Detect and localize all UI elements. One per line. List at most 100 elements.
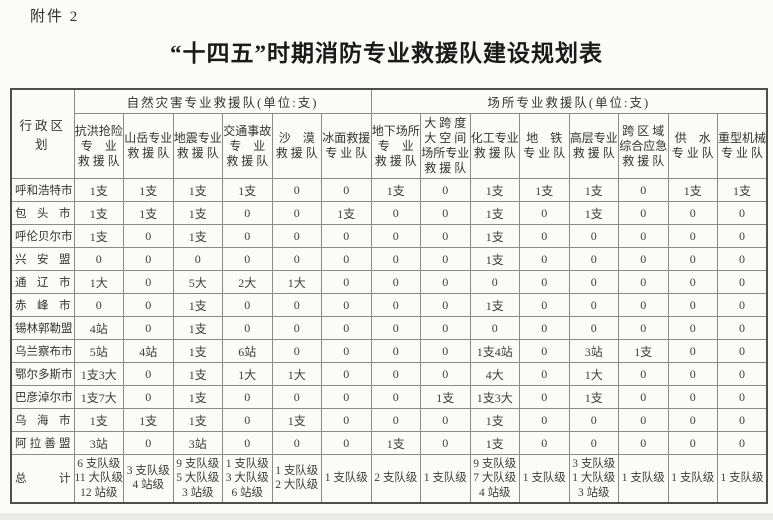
table-cell: 1支 (271, 408, 322, 432)
table-cell: 1支 (123, 408, 174, 432)
table-cell: 0 (420, 201, 471, 225)
table-cell: 4站 (73, 316, 124, 340)
table-cell: 0 (321, 247, 372, 271)
table-cell: 0 (123, 385, 174, 409)
region-label: 巴彦淖尔市 (10, 385, 75, 409)
table-cell: 1支 (667, 178, 718, 202)
table-cell: 1支 (568, 385, 619, 409)
table-cell: 0 (519, 431, 570, 455)
table-cell: 1支3大 (469, 385, 520, 409)
column-header: 跨 区 域 综合应急 救 援 队 (618, 113, 669, 179)
table-cell: 0 (618, 431, 669, 455)
page-edge-shadow (0, 513, 773, 520)
column-header: 大 跨 度 大 空 间 场所专业 救 援 队 (420, 113, 471, 179)
table-cell: 0 (123, 247, 174, 271)
table-cell: 6站 (222, 339, 273, 363)
table-cell: 0 (370, 339, 421, 363)
table-cell: 0 (618, 316, 669, 340)
total-cell: 1 支队级 2 大队级 (271, 454, 322, 503)
column-header: 交通事故 专 业 救 援 队 (222, 113, 273, 179)
table-row: 兴安盟 0 0 0 0 0 0 0 0 1支 0 0 0 0 0 (10, 247, 768, 271)
table-cell: 0 (271, 247, 322, 271)
table-cell: 0 (717, 224, 768, 248)
table-cell: 0 (420, 431, 471, 455)
table-cell: 0 (519, 224, 570, 248)
total-cell: 1 支队级 (519, 454, 570, 503)
table-cell: 0 (420, 316, 471, 340)
region-label: 赤峰市 (10, 293, 75, 317)
table-cell: 0 (420, 408, 471, 432)
table-cell: 1支 (370, 431, 421, 455)
table-cell: 0 (568, 293, 619, 317)
table-cell: 0 (321, 408, 372, 432)
table-cell: 0 (667, 408, 718, 432)
table-cell: 0 (321, 316, 372, 340)
column-header: 化工专业 救 援 队 (469, 113, 520, 179)
table-cell: 0 (222, 408, 273, 432)
table-cell: 1支 (222, 178, 273, 202)
table-body: 呼和浩特市 1支 1支 1支 1支 0 0 1支 0 1支 1支 1支 0 1支 1支 包头市 1支 1支 1支 0 0… (10, 178, 768, 503)
total-cell: 9 支队级 5 大队级 3 站级 (172, 454, 223, 503)
total-cell: 2 支队级 (370, 454, 421, 503)
table-cell: 0 (618, 270, 669, 294)
table-row: 赤峰市 0 0 1支 0 0 0 0 0 1支 0 0 0 0 0 (10, 293, 768, 317)
table-cell: 0 (222, 385, 273, 409)
table-cell: 0 (717, 431, 768, 455)
table-cell: 1支 (717, 178, 768, 202)
table-cell: 0 (370, 224, 421, 248)
table-cell: 0 (73, 247, 124, 271)
total-label: 总计 (10, 454, 75, 503)
region-label: 兴安盟 (10, 247, 75, 271)
table-cell: 0 (321, 293, 372, 317)
header-group-row: 行政区划 自然灾害专业救援队(单位:支) 场所专业救援队(单位:支) (10, 88, 768, 179)
table-cell: 0 (469, 316, 520, 340)
table-cell: 0 (271, 201, 322, 225)
table-cell: 0 (519, 385, 570, 409)
page-title: “十四五”时期消防专业救援队建设规划表 (170, 41, 603, 66)
table-cell: 3站 (172, 431, 223, 455)
table-cell: 1大 (73, 270, 124, 294)
table-cell: 1支 (469, 224, 520, 248)
column-header: 地震专业 救 援 队 (172, 113, 223, 179)
table-cell: 0 (618, 247, 669, 271)
table-cell: 1支4站 (469, 339, 520, 363)
table-cell: 1支 (172, 293, 223, 317)
table-cell: 0 (123, 362, 174, 386)
table-cell: 1支 (469, 431, 520, 455)
table-cell: 1支 (172, 201, 223, 225)
table-cell: 1支 (172, 408, 223, 432)
table-cell: 1支 (172, 339, 223, 363)
table-cell: 0 (420, 339, 471, 363)
table-cell: 4站 (123, 339, 174, 363)
table-cell: 0 (271, 224, 322, 248)
column-header: 地 铁 专 业 队 (519, 113, 570, 179)
table-cell: 0 (519, 339, 570, 363)
table-cell: 0 (321, 224, 372, 248)
table-cell: 0 (717, 316, 768, 340)
table-cell: 0 (519, 293, 570, 317)
table-cell: 0 (568, 270, 619, 294)
table-cell: 0 (717, 362, 768, 386)
table-cell: 0 (222, 247, 273, 271)
table-row: 乌兰察布市 5站 4站 1支 6站 0 0 0 0 1支4站 0 3站 1支 0 0 (10, 339, 768, 363)
table-cell: 0 (370, 270, 421, 294)
table-cell: 0 (420, 224, 471, 248)
table-cell: 1支 (172, 178, 223, 202)
table-cell: 1支 (172, 362, 223, 386)
table-row: 阿拉善盟 3站 0 3站 0 0 0 1支 0 1支 0 0 0 0 0 (10, 431, 768, 455)
table-cell: 5站 (73, 339, 124, 363)
group-header: 自然灾害专业救援队(单位:支) (73, 88, 372, 114)
table-row: 巴彦淖尔市 1支7大 0 1支 0 0 0 0 1支 1支3大 0 1支 0 0 0 (10, 385, 768, 409)
region-label: 呼伦贝尔市 (10, 224, 75, 248)
table-cell: 0 (568, 224, 619, 248)
table-cell: 0 (271, 431, 322, 455)
table-cell: 1支 (618, 339, 669, 363)
table-cell: 0 (370, 201, 421, 225)
total-cell: 1 支队级 (420, 454, 471, 503)
group-header: 场所专业救援队(单位:支) (370, 88, 768, 114)
table-cell: 0 (618, 385, 669, 409)
table-head: 行政区划 自然灾害专业救援队(单位:支) 场所专业救援队(单位:支) 抗洪抢险 专 业… (10, 88, 768, 179)
table-cell: 1支7大 (73, 385, 124, 409)
total-cell: 1 支队级 (717, 454, 768, 503)
